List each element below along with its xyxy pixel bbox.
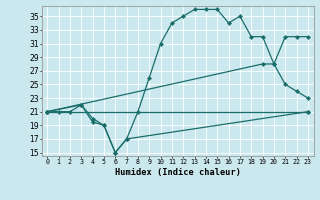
X-axis label: Humidex (Indice chaleur): Humidex (Indice chaleur) [115, 168, 241, 177]
